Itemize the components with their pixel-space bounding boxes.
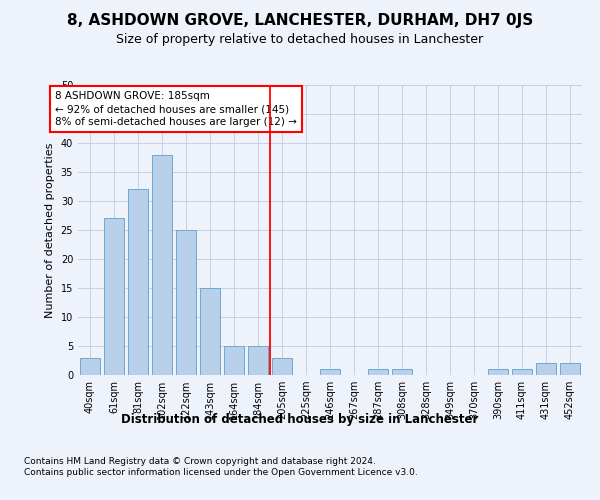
Bar [368, 369, 388, 375]
Text: 8, ASHDOWN GROVE, LANCHESTER, DURHAM, DH7 0JS: 8, ASHDOWN GROVE, LANCHESTER, DURHAM, DH… [67, 12, 533, 28]
Bar [224, 346, 244, 375]
Bar [392, 369, 412, 375]
Text: Contains HM Land Registry data © Crown copyright and database right 2024.
Contai: Contains HM Land Registry data © Crown c… [24, 458, 418, 477]
Bar [512, 369, 532, 375]
Bar [248, 346, 268, 375]
Bar [560, 364, 580, 375]
Text: Size of property relative to detached houses in Lanchester: Size of property relative to detached ho… [116, 32, 484, 46]
Bar [200, 288, 220, 375]
Bar [152, 154, 172, 375]
Bar [488, 369, 508, 375]
Bar [176, 230, 196, 375]
Bar [320, 369, 340, 375]
Bar [272, 358, 292, 375]
Bar [536, 364, 556, 375]
Text: Distribution of detached houses by size in Lanchester: Distribution of detached houses by size … [121, 412, 479, 426]
Y-axis label: Number of detached properties: Number of detached properties [45, 142, 55, 318]
Text: 8 ASHDOWN GROVE: 185sqm
← 92% of detached houses are smaller (145)
8% of semi-de: 8 ASHDOWN GROVE: 185sqm ← 92% of detache… [55, 91, 297, 127]
Bar [128, 190, 148, 375]
Bar [80, 358, 100, 375]
Bar [104, 218, 124, 375]
